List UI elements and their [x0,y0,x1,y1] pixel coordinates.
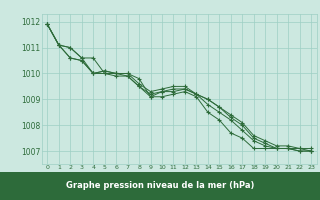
Text: Graphe pression niveau de la mer (hPa): Graphe pression niveau de la mer (hPa) [66,182,254,190]
